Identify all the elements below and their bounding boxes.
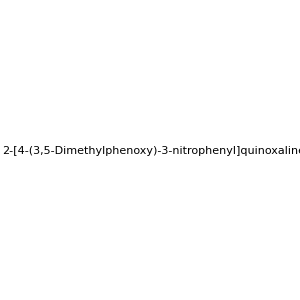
Text: 2-[4-(3,5-Dimethylphenoxy)-3-nitrophenyl]quinoxaline: 2-[4-(3,5-Dimethylphenoxy)-3-nitrophenyl… xyxy=(2,146,300,157)
